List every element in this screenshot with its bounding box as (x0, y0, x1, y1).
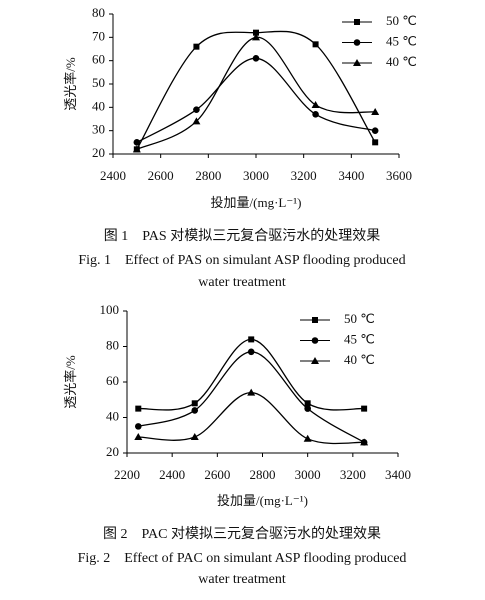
x-tick-label: 2400 (100, 168, 126, 183)
caption-cn: 图 1 PAS 对模拟三元复合驱污水的处理效果 (104, 227, 380, 244)
y-tick-label: 20 (92, 145, 105, 160)
legend-marker (354, 19, 360, 25)
marker (133, 139, 141, 146)
x-tick-label: 2800 (250, 467, 276, 482)
marker (252, 33, 260, 41)
marker (312, 41, 319, 48)
marker (304, 405, 311, 412)
x-tick-label: 3000 (243, 168, 269, 183)
marker (303, 434, 312, 442)
x-tick-label: 2400 (159, 467, 185, 482)
x-tick-label: 3200 (291, 168, 317, 183)
x-tick-label: 3000 (295, 467, 321, 482)
y-tick-label: 100 (100, 302, 120, 317)
caption-en: Fig. 1 Effect of PAS on simulant ASP flo… (78, 253, 405, 268)
marker (372, 139, 379, 146)
x-tick-label: 3400 (385, 467, 411, 482)
marker (247, 388, 256, 396)
legend-marker (311, 337, 319, 344)
legend-marker (353, 59, 361, 66)
y-tick-label: 40 (106, 408, 119, 423)
legend-marker (311, 357, 319, 364)
legend-marker (353, 39, 361, 46)
marker (361, 405, 368, 412)
y-tick-label: 50 (92, 75, 105, 90)
marker (311, 101, 320, 108)
marker (134, 423, 142, 430)
x-tick-label: 2200 (114, 467, 140, 482)
caption-en: water treatment (198, 572, 286, 587)
x-tick-label: 2600 (204, 467, 230, 482)
y-tick-label: 80 (106, 337, 119, 352)
x-tick-label: 2600 (148, 168, 174, 183)
y-tick-label: 80 (92, 5, 105, 20)
y-tick-label: 30 (92, 122, 105, 137)
y-tick-label: 60 (92, 52, 105, 67)
marker (360, 438, 369, 446)
marker (312, 111, 319, 118)
series-line (136, 36, 376, 150)
legend-label: 45 ℃ (344, 331, 375, 346)
marker (191, 400, 198, 407)
series-line (136, 30, 376, 150)
marker (132, 145, 141, 153)
marker (134, 433, 143, 441)
x-axis-label: 投加量/(mg·L⁻¹) (217, 493, 308, 508)
x-axis-label: 投加量/(mg·L⁻¹) (211, 195, 302, 210)
marker (304, 400, 311, 407)
marker (248, 336, 255, 343)
marker (135, 405, 142, 412)
caption-en: water treatment (198, 275, 286, 290)
legend-label: 40 ℃ (344, 352, 375, 367)
marker (193, 43, 200, 50)
marker (191, 407, 199, 414)
caption-en: Fig. 2 Effect of PAC on simulant ASP flo… (78, 551, 407, 566)
marker (371, 108, 380, 115)
marker (192, 117, 201, 125)
series-line (138, 391, 365, 445)
y-tick-label: 40 (92, 98, 105, 113)
marker (190, 433, 199, 441)
y-axis-label: 透光率/% (63, 57, 78, 111)
legend-label: 50 ℃ (386, 13, 417, 28)
marker (193, 106, 200, 113)
x-tick-label: 3200 (340, 467, 366, 482)
legend-label: 45 ℃ (386, 33, 417, 48)
x-tick-label: 3600 (386, 168, 412, 183)
series-line (136, 57, 376, 143)
marker (247, 348, 255, 356)
marker (253, 29, 259, 36)
x-tick-label: 2800 (195, 168, 221, 183)
marker (371, 127, 379, 134)
y-tick-label: 60 (106, 373, 119, 388)
y-tick-label: 70 (92, 28, 105, 43)
y-axis-label: 透光率/% (63, 355, 78, 409)
marker (252, 55, 260, 62)
caption-cn: 图 2 PAC 对模拟三元复合驱污水的处理效果 (103, 525, 381, 542)
series-line (138, 351, 365, 443)
legend-label: 50 ℃ (344, 311, 375, 326)
legend-label: 40 ℃ (386, 54, 417, 69)
y-tick-label: 20 (106, 444, 119, 459)
x-tick-label: 3400 (338, 168, 364, 183)
legend-marker (312, 317, 318, 323)
